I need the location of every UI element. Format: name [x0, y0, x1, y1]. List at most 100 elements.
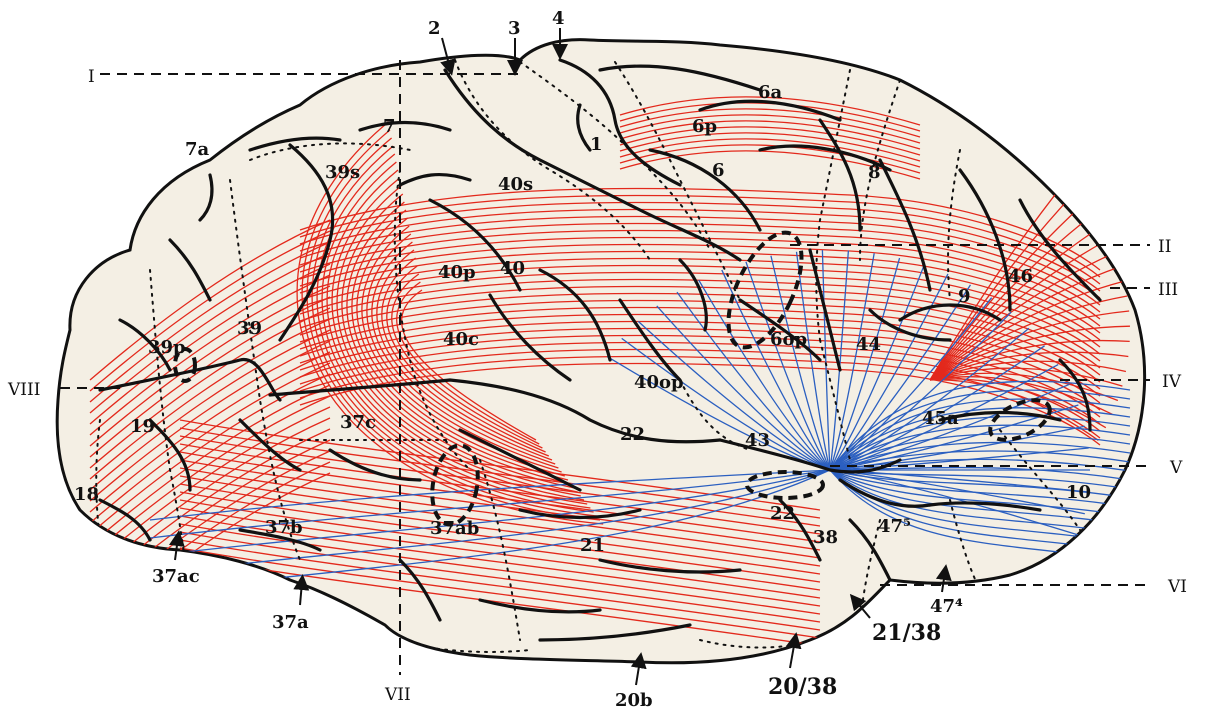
red-fiber	[619, 120, 921, 150]
red-fiber	[346, 201, 572, 485]
red-fiber	[316, 153, 591, 509]
red-fiber	[619, 114, 921, 144]
area-label-18: 18	[74, 484, 99, 505]
red-fiber	[306, 137, 597, 517]
blue-fiber	[829, 407, 1131, 471]
red-fiber	[299, 334, 1101, 418]
red-fiber	[89, 219, 331, 381]
red-fiber	[401, 289, 537, 441]
red-fiber	[619, 126, 921, 156]
red-fiber	[619, 132, 921, 162]
area-label-7a: 7a	[185, 139, 210, 160]
area-label-40op: 40op	[634, 372, 684, 393]
roman-label-VIII: VIII	[7, 380, 40, 400]
red-fiber	[179, 491, 821, 583]
red-fiber	[299, 264, 1101, 348]
area-label-44: 44	[856, 334, 881, 355]
area-label-22b: 22	[770, 503, 795, 524]
area-label-40s: 40s	[498, 174, 533, 195]
red-fiber	[179, 539, 821, 631]
blue-fiber	[829, 257, 901, 471]
red-fiber	[619, 96, 921, 126]
roman-label-III: III	[1158, 280, 1178, 300]
area-label-6op: 6op	[770, 329, 807, 350]
red-fiber	[89, 318, 331, 480]
arrow-label-37ac: 37ac	[152, 566, 200, 587]
arrow-label-4: 4	[552, 8, 565, 29]
blue-fiber	[637, 320, 831, 471]
area-label-39s: 39s	[325, 162, 360, 183]
area-label-37c: 37c	[340, 412, 376, 433]
red-fiber	[89, 230, 331, 392]
blue-fiber	[770, 255, 831, 471]
red-fiber	[326, 169, 585, 501]
red-fiber	[376, 249, 553, 461]
red-fiber	[366, 233, 559, 469]
blue-fiber	[821, 250, 831, 471]
blue-fiber	[829, 250, 850, 471]
area-label-47-5: 47⁵	[878, 516, 911, 537]
red-fiber	[179, 547, 821, 639]
red-fiber	[619, 108, 921, 138]
red-fiber	[929, 325, 1130, 381]
red-fiber	[929, 201, 1086, 381]
blue-fiber	[795, 251, 831, 471]
roman-label-IV: IV	[1162, 372, 1182, 392]
arrow-label-2: 2	[428, 18, 441, 39]
red-fiber	[331, 177, 581, 497]
blue-fiber	[829, 415, 1131, 471]
red-fiber	[179, 451, 821, 543]
blue-fiber	[149, 469, 831, 539]
area-label-9: 9	[958, 286, 971, 307]
area-label-7: 7	[383, 116, 396, 137]
area-label-40: 40	[500, 258, 525, 279]
area-label-19: 19	[130, 416, 155, 437]
red-fiber	[299, 236, 1101, 320]
red-fiber	[299, 201, 1101, 285]
area-label-39p: 39p	[148, 337, 186, 358]
red-fiber	[89, 395, 331, 557]
ventral-fibers-blue	[149, 250, 1131, 593]
blue-fiber	[149, 469, 831, 521]
red-fiber	[89, 340, 331, 502]
blue-fiber	[721, 269, 831, 471]
red-fiber	[929, 190, 1077, 381]
arrow-label-3: 3	[508, 18, 521, 39]
red-fiber	[391, 273, 543, 449]
red-fiber	[89, 274, 331, 436]
pointer-arrows	[168, 28, 952, 686]
area-label-37ab: 37ab	[430, 518, 479, 539]
blue-fiber	[829, 450, 1131, 471]
blue-fiber	[149, 469, 831, 575]
red-fiber	[619, 150, 921, 180]
blue-fiber	[829, 469, 1131, 535]
red-fiber	[929, 310, 1130, 381]
blue-fiber	[676, 291, 831, 471]
red-fiber	[381, 257, 550, 457]
area-label-8: 8	[868, 162, 881, 183]
red-fiber	[296, 121, 604, 525]
red-fiber	[89, 285, 331, 447]
blue-fiber	[829, 433, 1131, 471]
red-fiber	[89, 263, 331, 425]
area-label-38: 38	[813, 527, 838, 548]
area-label-40c: 40c	[443, 329, 479, 350]
red-fiber	[89, 307, 331, 469]
blue-fiber	[829, 469, 1131, 517]
red-fiber	[179, 459, 821, 551]
area-label-39: 39	[237, 318, 262, 339]
area-label-1: 1	[590, 134, 603, 155]
red-fiber	[929, 379, 1099, 441]
area-label-43: 43	[745, 430, 770, 451]
area-label-37b: 37b	[265, 517, 303, 538]
red-fiber	[336, 185, 578, 493]
arrow-label-20-38: 20/38	[768, 674, 837, 700]
blue-fiber	[829, 469, 1079, 536]
red-fiber	[929, 225, 1103, 381]
blue-fiber	[745, 261, 831, 471]
blue-fiber	[829, 389, 1131, 471]
blue-fiber	[829, 264, 925, 471]
area-label-40p: 40p	[438, 262, 476, 283]
roman-label-V: V	[1169, 458, 1183, 478]
red-fiber	[371, 241, 556, 465]
